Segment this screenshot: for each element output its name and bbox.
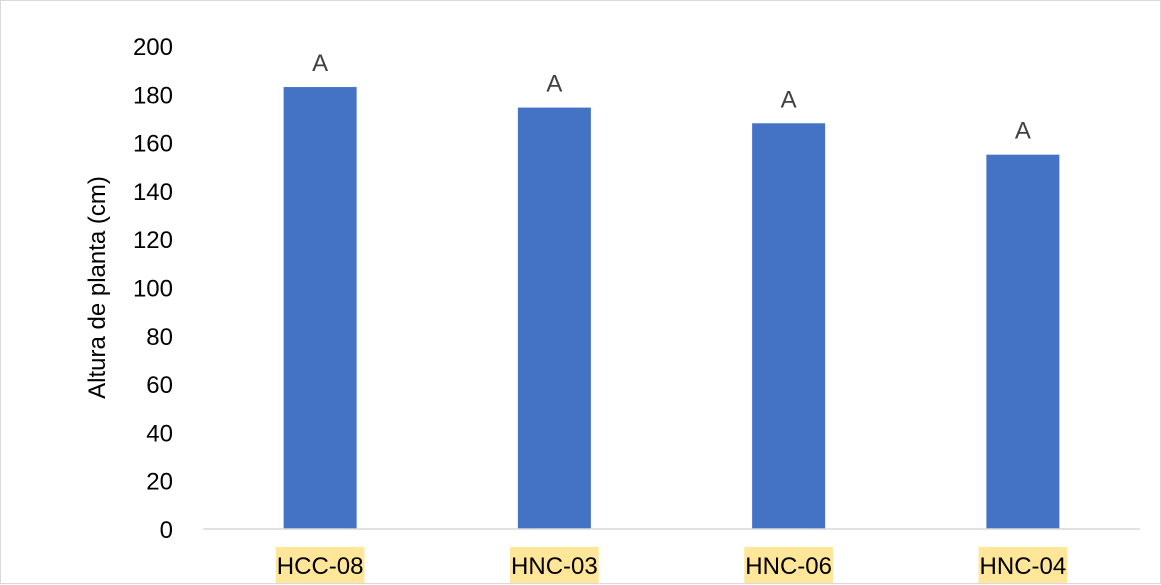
- y-axis-title: Altura de planta (cm): [84, 176, 111, 399]
- data-label: A: [781, 86, 797, 113]
- y-tick-label: 20: [146, 469, 173, 496]
- category-label-highlight: [978, 547, 1068, 583]
- x-axis-category-labels: HCC-08 HNC-03 HNC-06 HNC-04: [275, 547, 1068, 583]
- y-tick-label: 140: [133, 179, 173, 206]
- y-tick-label: 120: [133, 227, 173, 254]
- bar: [517, 107, 591, 530]
- data-label: A: [546, 71, 562, 98]
- y-tick-label: 100: [133, 276, 173, 303]
- y-tick-label: 180: [133, 82, 173, 109]
- x-tick-label: HCC-08: [277, 553, 364, 580]
- x-tick-label: HNC-06: [745, 553, 832, 580]
- y-tick-label: 160: [133, 131, 173, 158]
- x-tick-label: HNC-03: [511, 553, 598, 580]
- y-tick-label: 60: [146, 372, 173, 399]
- category-label-highlight: [275, 547, 365, 583]
- data-label: A: [1015, 118, 1031, 145]
- y-tick-label: 200: [133, 34, 173, 61]
- data-labels: A A A A: [312, 50, 1031, 145]
- category-label-highlight: [510, 547, 599, 583]
- bar: [752, 123, 826, 529]
- x-tick-label: HNC-04: [980, 553, 1067, 580]
- bars: [283, 87, 1060, 530]
- y-tick-label: 0: [160, 517, 173, 544]
- bar: [283, 87, 357, 530]
- y-tick-label: 40: [146, 420, 173, 447]
- category-label-highlight: [744, 547, 833, 583]
- y-tick-label: 80: [146, 324, 173, 351]
- data-label: A: [312, 50, 328, 77]
- y-axis-ticks: 0 20 40 60 80 100 120 140 160 180 200: [133, 34, 173, 544]
- bar: [986, 154, 1060, 530]
